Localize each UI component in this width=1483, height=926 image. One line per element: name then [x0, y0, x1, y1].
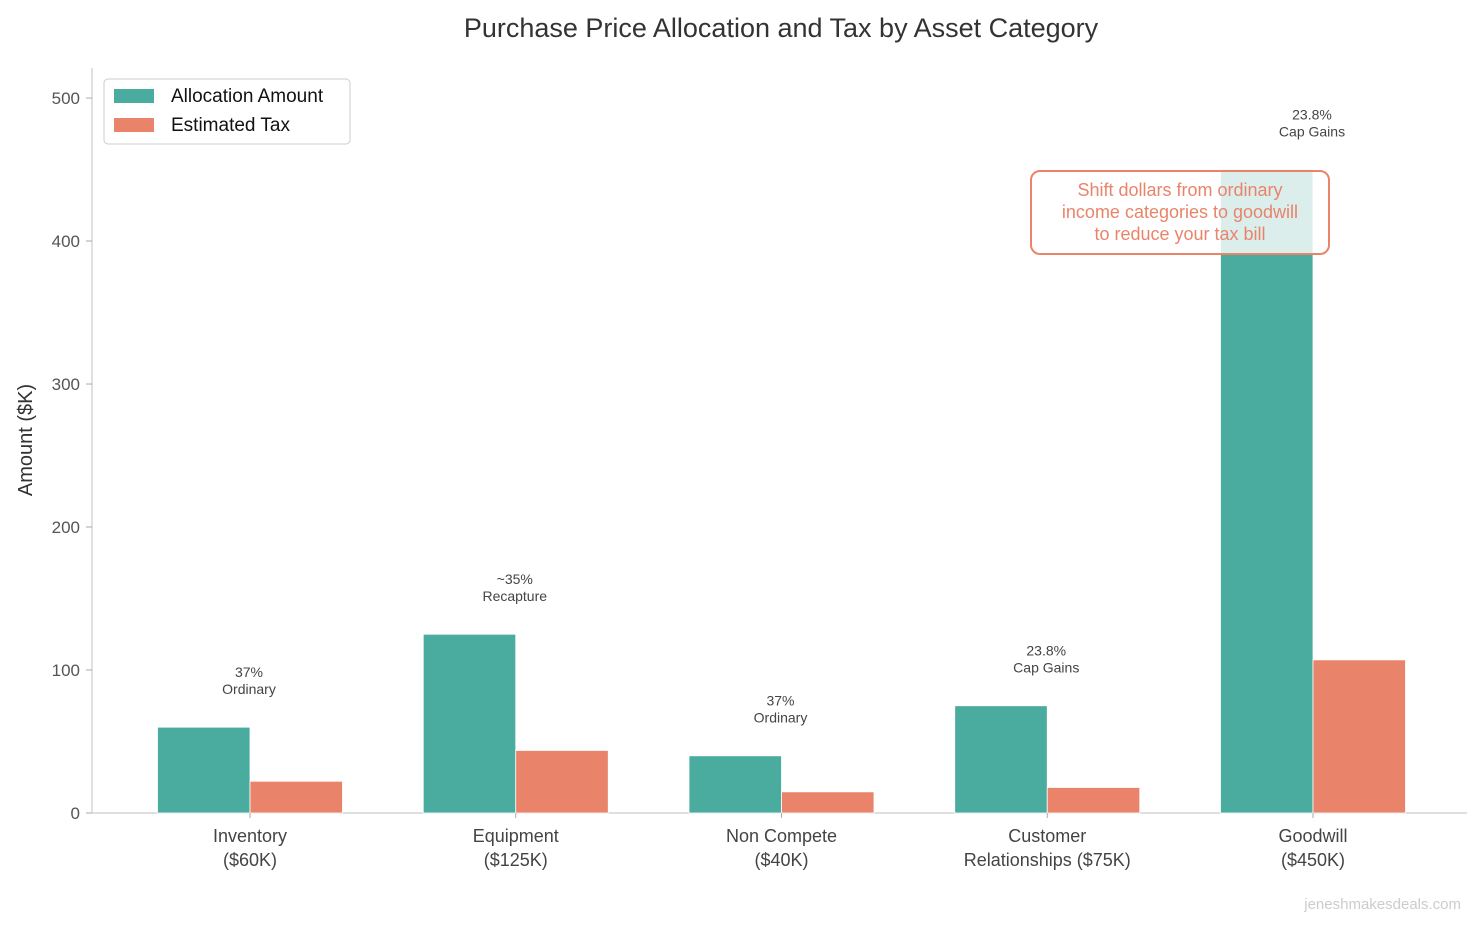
bar-allocation — [688, 755, 782, 814]
tax-rate-annotation: ~35% Recapture — [482, 571, 547, 604]
x-tick-label: Inventory ($60K) — [213, 826, 287, 870]
x-tick-label: Equipment ($125K) — [473, 826, 559, 870]
x-tick-label: Goodwill ($450K) — [1278, 826, 1347, 870]
bar-tax — [249, 780, 343, 814]
bar-tax — [1312, 659, 1406, 814]
y-tick-label: 0 — [71, 804, 80, 823]
callout-box — [1030, 170, 1330, 255]
chart-title: Purchase Price Allocation and Tax by Ass… — [464, 13, 1099, 43]
legend-swatch — [114, 118, 154, 132]
legend-box — [103, 78, 351, 145]
bar-tax — [781, 791, 875, 814]
bar-tax — [1046, 787, 1141, 814]
bar-tax — [515, 750, 609, 814]
y-tick-label: 400 — [52, 232, 80, 251]
y-tick-label: 200 — [52, 518, 80, 537]
tax-rate-annotation: 37% Ordinary — [754, 693, 808, 726]
y-tick-label: 300 — [52, 375, 80, 394]
y-axis-label: Amount ($K) — [15, 384, 37, 496]
callout-text: Shift dollars from ordinary income catego… — [1062, 180, 1298, 244]
x-tick-label: Customer Relationships ($75K) — [964, 826, 1131, 870]
tax-rate-annotation: 23.8% Cap Gains — [1013, 643, 1079, 676]
bar-allocation — [157, 726, 251, 814]
y-tick-label: 100 — [52, 661, 80, 680]
bar-allocation — [954, 705, 1048, 814]
legend-label: Estimated Tax — [171, 115, 290, 136]
tax-rate-annotation: 23.8% Cap Gains — [1279, 106, 1345, 139]
watermark: jeneshmakesdeals.com — [1303, 896, 1461, 913]
legend-label: Allocation Amount — [171, 86, 324, 107]
tax-rate-annotation: 37% Ordinary — [222, 664, 276, 697]
y-tick-label: 500 — [52, 89, 80, 108]
legend-swatch — [114, 89, 154, 103]
bar-allocation — [1220, 169, 1314, 814]
x-tick-label: Non Compete ($40K) — [726, 826, 837, 870]
bar-allocation — [422, 633, 517, 814]
